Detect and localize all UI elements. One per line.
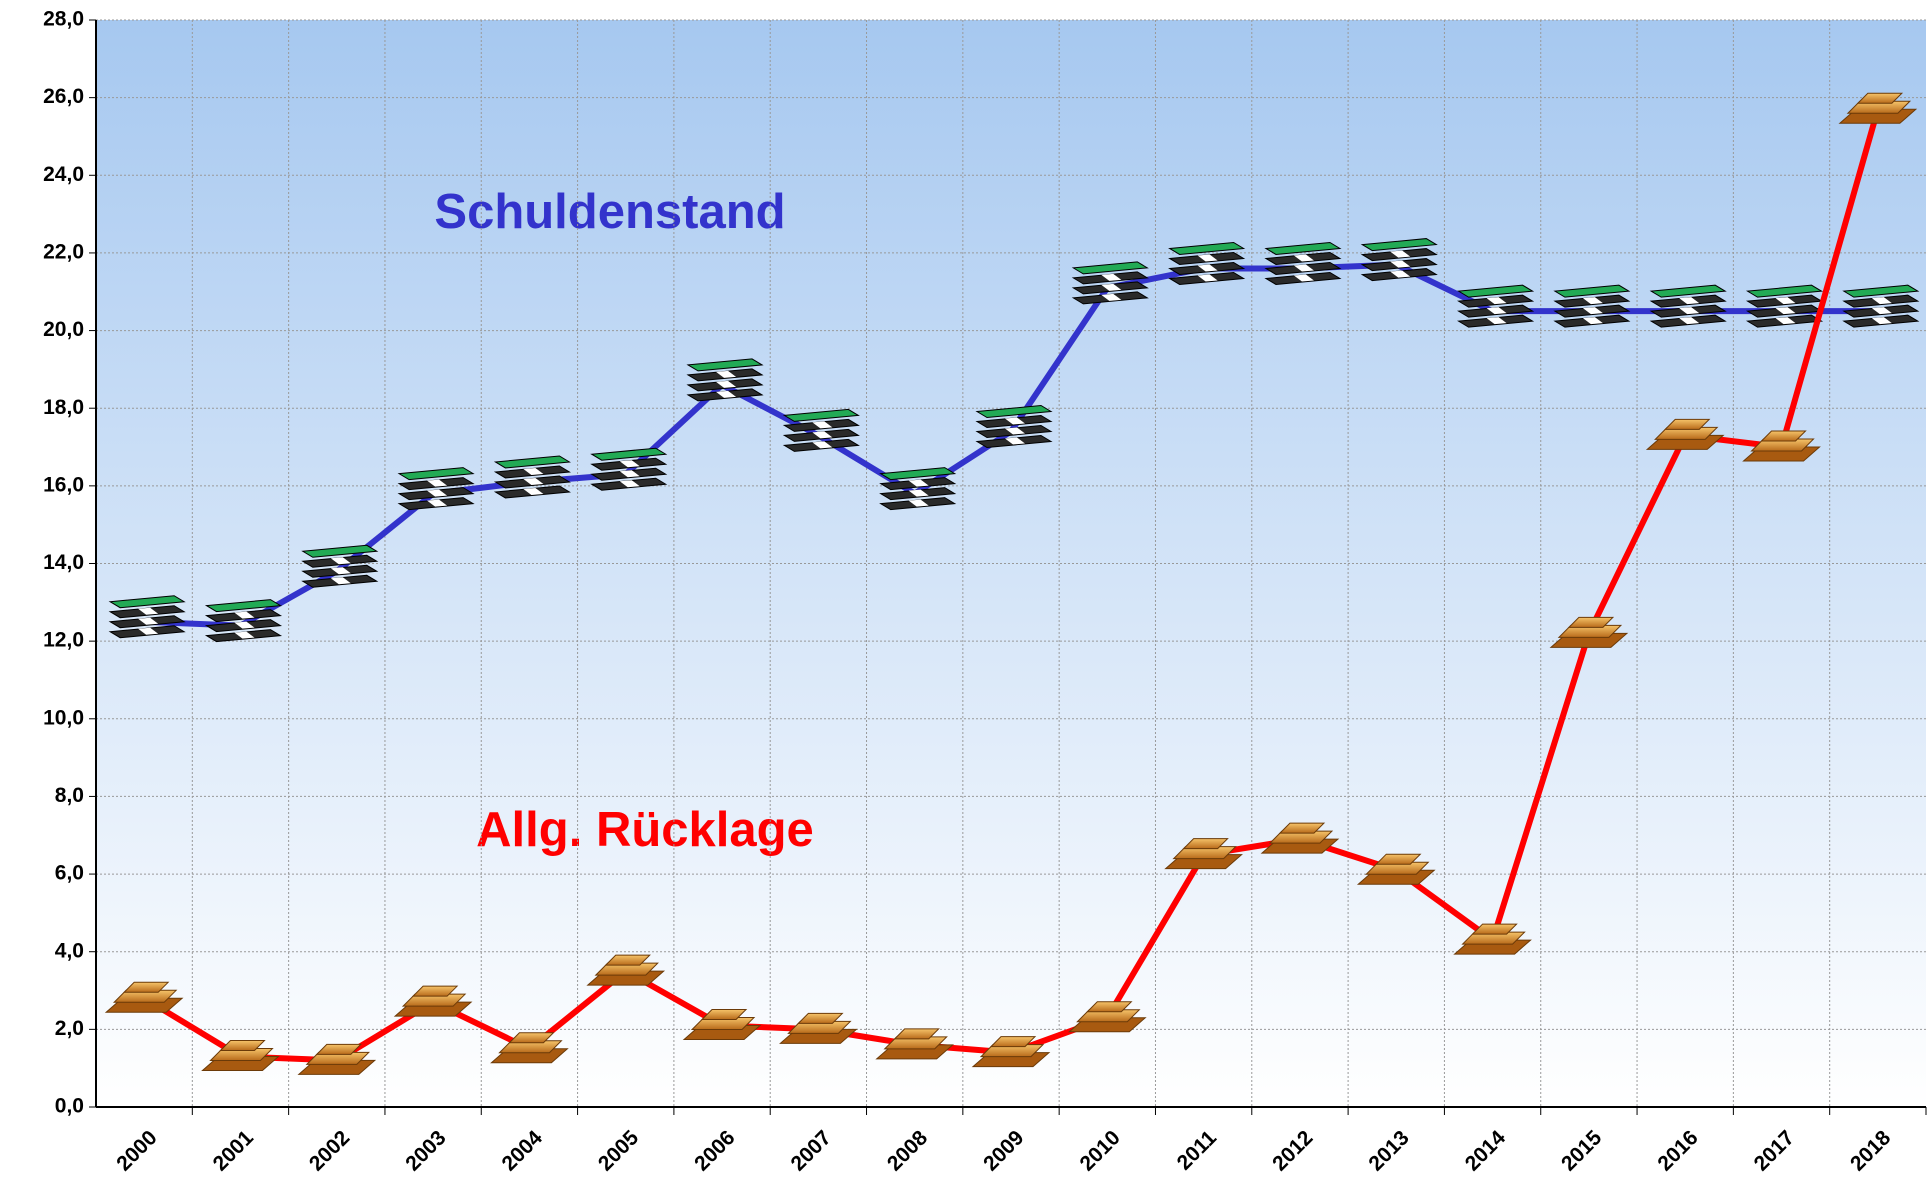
x-tick-label: 2012: [1268, 1126, 1317, 1175]
x-tick-label: 2008: [883, 1126, 933, 1176]
x-tick-label: 2002: [305, 1126, 354, 1175]
x-tick-label: 2011: [1173, 1126, 1222, 1175]
x-tick-label: 2013: [1364, 1126, 1413, 1175]
y-tick-label: 16,0: [43, 473, 84, 496]
y-tick-label: 28,0: [43, 8, 84, 31]
y-tick-label: 14,0: [43, 551, 84, 574]
plot-area: [96, 20, 1926, 1107]
y-tick-label: 20,0: [43, 318, 84, 341]
y-tick-label: 4,0: [55, 939, 84, 962]
x-tick-label: 2003: [401, 1126, 450, 1175]
x-tick-label: 2016: [1653, 1126, 1702, 1175]
page: {"chart_data": {"type": "line", "categor…: [0, 0, 1928, 1195]
series-annotation: Allg. Rücklage: [476, 803, 814, 857]
x-tick-label: 2005: [594, 1126, 644, 1176]
x-tick-label: 2018: [1846, 1126, 1896, 1176]
x-tick-label: 2014: [1461, 1126, 1511, 1176]
y-tick-label: 22,0: [43, 240, 84, 263]
x-tick-label: 2004: [498, 1126, 548, 1176]
y-tick-label: 0,0: [55, 1095, 84, 1118]
chart: Schuldenstand Allg. Rücklage 0,0 2,0 4,0 6,…: [0, 0, 1928, 1195]
y-tick-label: 18,0: [43, 396, 84, 419]
y-tick-label: 6,0: [55, 862, 84, 885]
x-tick-label: 2007: [787, 1126, 836, 1175]
x-tick-label: 2001: [209, 1126, 259, 1176]
y-tick-label: 10,0: [43, 706, 84, 729]
x-tick-label: 2000: [112, 1126, 161, 1175]
x-tick-label: 2010: [1075, 1126, 1124, 1175]
y-tick-label: 24,0: [43, 163, 84, 186]
x-tick-label: 2017: [1750, 1126, 1799, 1175]
series-annotation: Schuldenstand: [434, 185, 785, 239]
y-tick-label: 26,0: [43, 85, 84, 108]
x-tick-label: 2015: [1557, 1126, 1607, 1176]
y-tick-label: 2,0: [55, 1017, 84, 1040]
x-tick-label: 2006: [690, 1126, 739, 1175]
y-tick-label: 12,0: [43, 629, 84, 652]
x-tick-label: 2009: [979, 1126, 1028, 1175]
y-tick-label: 8,0: [55, 784, 84, 807]
